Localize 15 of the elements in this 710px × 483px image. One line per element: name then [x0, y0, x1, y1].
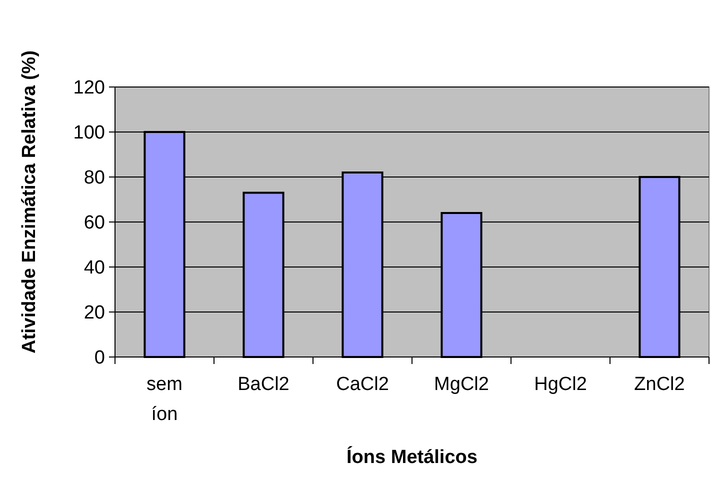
- x-tick-label: sem íon: [146, 374, 182, 425]
- y-tick-label: 20: [84, 302, 105, 324]
- x-axis-title: Íons Metálicos: [346, 446, 478, 468]
- y-tick-label: 120: [73, 78, 105, 99]
- y-tick-label: 80: [84, 168, 105, 189]
- x-tick-label: MgCl2: [434, 374, 489, 395]
- y-tick-label: 100: [73, 122, 105, 144]
- y-tick-label: 0: [94, 348, 105, 369]
- x-tick-label: BaCl2: [238, 374, 290, 395]
- y-tick-label: 60: [84, 212, 105, 234]
- y-axis-title: Atividade Enzimática Relativa (%): [19, 50, 40, 354]
- x-tick-label: CaCl2: [336, 374, 389, 395]
- x-tick-label: ZnCl2: [634, 374, 685, 395]
- x-tick-label: HgCl2: [534, 374, 587, 395]
- y-tick-label: 40: [84, 258, 105, 279]
